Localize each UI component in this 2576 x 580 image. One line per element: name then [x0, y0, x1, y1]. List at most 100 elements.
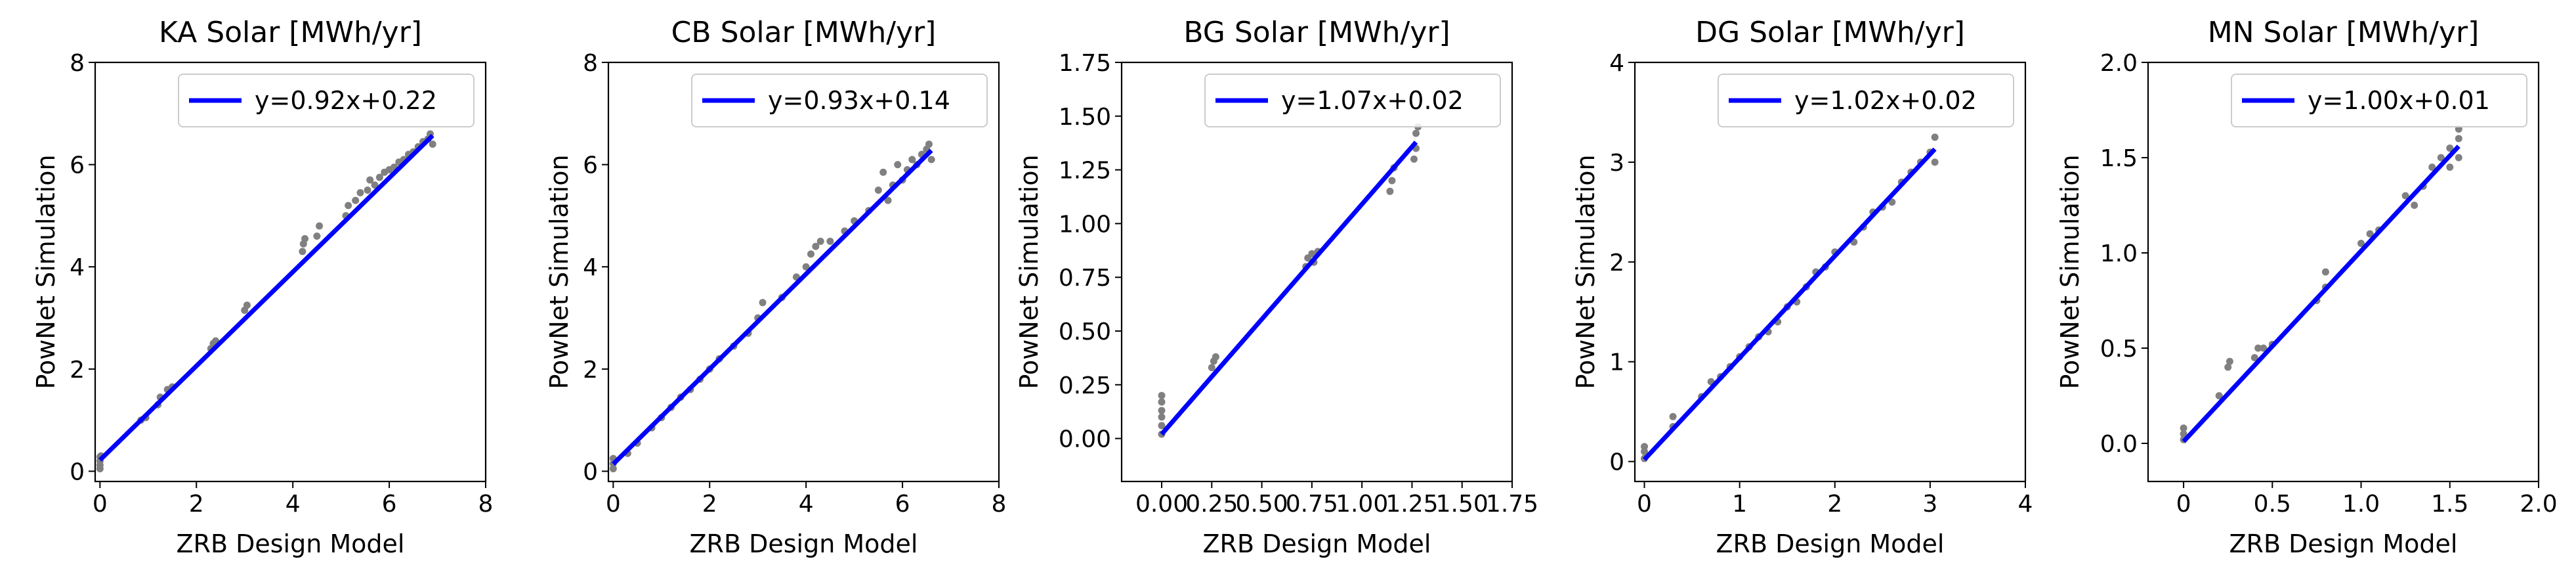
scatter-point	[884, 196, 892, 204]
scatter-point	[299, 248, 306, 256]
scatter-point	[1208, 364, 1215, 372]
scatter-point	[802, 263, 810, 271]
legend-box	[2231, 74, 2527, 127]
scatter-point	[356, 189, 364, 196]
scatter-point	[366, 176, 374, 184]
x-axis-label: ZRB Design Model	[690, 529, 918, 558]
fit-line	[611, 148, 933, 466]
x-tick-label: 0	[1637, 491, 1652, 518]
legend-label: y=0.93x+0.14	[768, 86, 950, 115]
legend-label: y=1.07x+0.02	[1281, 86, 1464, 115]
scatter-point	[879, 168, 887, 176]
y-tick-label: 1	[1609, 349, 1624, 376]
scatter-point	[2226, 357, 2233, 365]
scatter-point	[2250, 354, 2258, 361]
scatter-point	[807, 250, 815, 258]
x-tick-label: 4	[2018, 491, 2033, 518]
scatter-point	[874, 187, 882, 194]
y-tick-label: 0.75	[1059, 265, 1111, 292]
x-tick-label: 1.0	[2342, 491, 2380, 518]
y-tick-label: 0.25	[1059, 372, 1111, 399]
legend-box	[178, 74, 475, 127]
scatter-point	[2357, 240, 2365, 247]
scatter-point	[1158, 391, 1166, 399]
plot-frame	[94, 61, 487, 483]
x-tick-label: 0.00	[1135, 491, 1188, 518]
x-tick-label: 1.25	[1385, 491, 1438, 518]
legend-label: y=0.92x+0.22	[255, 86, 437, 115]
scatter-point	[2224, 363, 2232, 371]
fit-line	[98, 133, 434, 462]
scatter-point	[2180, 430, 2187, 437]
x-tick-label: 2	[189, 491, 204, 518]
chart-title: KA Solar [MWh/yr]	[159, 16, 422, 49]
scatter-point	[345, 202, 352, 210]
fit-line	[2182, 145, 2460, 443]
scatter-point	[908, 156, 916, 164]
scatter-point	[243, 301, 251, 309]
scatter-point	[2321, 268, 2329, 276]
scatter-point	[2180, 424, 2187, 432]
y-tick-label: 4	[583, 254, 598, 281]
x-tick-label: 1.50	[1436, 491, 1489, 518]
x-tick-label: 8	[478, 491, 494, 518]
x-tick-label: 0.25	[1185, 491, 1238, 518]
y-tick-label: 1.0	[2100, 240, 2138, 267]
plot-frame	[2147, 61, 2540, 483]
scatter-point	[2411, 202, 2418, 209]
chart-panel-2: CB Solar [MWh/yr] 0 2 4 6 8 0 2 4 6 8 ZRB Design Mo…	[545, 16, 1006, 558]
scatter-point	[1931, 158, 1939, 166]
y-axis-label: PowNet Simulation	[2056, 154, 2084, 389]
scatter-point	[2455, 154, 2462, 162]
chart-panel-4: DG Solar [MWh/yr] 0 1 2 3 4 0 1 2 3 4 ZRB Design Mo…	[1571, 16, 2033, 558]
y-axis-label: PowNet Simulation	[32, 154, 60, 389]
scatter-point	[316, 222, 324, 230]
x-tick-label: 6	[382, 491, 397, 518]
y-axis-label: PowNet Simulation	[1015, 154, 1044, 389]
x-tick-label: 3	[1922, 491, 1937, 518]
scatter-point	[1641, 443, 1649, 451]
scatter-point	[429, 140, 436, 148]
scatter-point	[2366, 230, 2374, 238]
x-tick-label: 0.50	[1236, 491, 1288, 518]
scatter-point	[364, 187, 371, 194]
scatter-point	[1388, 177, 1396, 185]
scatter-point	[2446, 145, 2454, 152]
x-axis-label: ZRB Design Model	[1716, 529, 1945, 558]
legend-label: y=1.00x+0.01	[2308, 86, 2490, 115]
scatter-point	[313, 233, 321, 240]
scatter-point	[1888, 198, 1896, 206]
x-tick-label: 1.5	[2431, 491, 2468, 518]
y-tick-label: 4	[70, 254, 85, 281]
scatter-point	[2260, 344, 2268, 352]
y-tick-label: 0	[70, 458, 85, 485]
x-axis-label: ZRB Design Model	[177, 529, 405, 558]
y-tick-label: 2	[70, 357, 85, 384]
fit-line	[1160, 141, 1418, 436]
legend-box	[1718, 74, 2014, 127]
y-tick-label: 3	[1609, 150, 1624, 177]
x-tick-label: 2	[1827, 491, 1842, 518]
plot-frame	[1120, 61, 1513, 483]
x-tick-label: 0.75	[1286, 491, 1338, 518]
y-tick-label: 0.0	[2100, 431, 2138, 458]
legend-label: y=1.02x+0.02	[1794, 86, 1977, 115]
chart-title: BG Solar [MWh/yr]	[1183, 16, 1450, 49]
x-tick-label: 0	[2176, 491, 2191, 518]
y-tick-label: 0	[1609, 449, 1624, 476]
y-tick-label: 1.75	[1059, 50, 1111, 77]
scatter-point	[609, 465, 617, 473]
y-tick-label: 1.25	[1059, 158, 1111, 185]
scatter-point	[1386, 187, 1394, 195]
y-tick-label: 0	[583, 458, 598, 485]
chart-title: CB Solar [MWh/yr]	[671, 16, 937, 49]
scatter-point	[826, 237, 834, 245]
scatter-point	[301, 234, 309, 242]
scatter-point	[1412, 129, 1420, 137]
scatter-point	[375, 173, 383, 181]
scatter-point	[1931, 133, 1939, 141]
scatter-point	[816, 237, 824, 245]
chart-panel-3: BG Solar [MWh/yr]0.000.250.500.751.001.2…	[1015, 16, 1538, 558]
scatter-point	[759, 299, 767, 307]
chart-title: DG Solar [MWh/yr]	[1695, 16, 1965, 49]
